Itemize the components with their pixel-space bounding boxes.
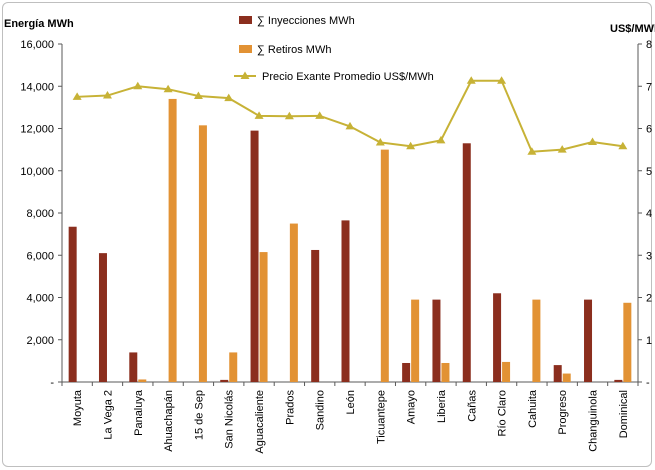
bar-retiros [168,98,177,383]
category-label: 15 de Sep [193,390,205,440]
bar-inyecciones [614,379,623,382]
price-line [77,79,623,153]
y2-tick-label: 6 [646,124,652,136]
category-label: Panaluya [133,389,145,436]
plot-area: - 2,000 4,000 6,000 8,000 10,000 12,000 14,000 1… [20,39,652,454]
price-point [102,91,112,99]
category-label: Amayo [406,390,418,424]
category-label: Dominical [618,390,630,438]
price-point [466,76,476,84]
bar-retiros [441,362,450,382]
price-point [588,137,598,146]
y-tick-label: 16,000 [20,39,54,51]
bar-inyecciones [311,249,320,382]
bar-retiros [623,302,632,382]
y2-tick-label: 2 [646,293,652,305]
price-point [406,141,416,150]
y2-tick-label: 7 [646,81,652,93]
price-point [618,141,628,150]
y-tick-label: - [50,377,54,389]
legend-swatch-inyecciones [239,16,252,24]
bar-inyecciones [68,226,77,382]
category-label: San Nicolás [224,390,236,449]
category-label: Ahuachapán [163,390,175,452]
y-tick-label: 2,000 [26,335,54,347]
price-point [133,81,143,90]
price-point [436,135,446,144]
y-tick-label: 14,000 [20,81,54,93]
legend-label-retiros: ∑ Retiros MWh [257,44,331,56]
bar-inyecciones [129,352,138,382]
category-label: Aguacaliente [254,390,266,454]
bar-inyecciones [553,365,562,382]
bar-inyecciones [584,299,593,382]
bar-retiros [198,125,207,383]
bar-retiros [562,373,571,382]
y2-tick-label: 1 [646,335,652,347]
bar-retiros [229,352,238,382]
category-label: La Vega 2 [102,390,114,440]
legend-label-inyecciones: ∑ Inyecciones MWh [257,15,355,27]
bar-retiros [380,149,389,382]
legend-marker-precio [240,71,250,79]
price-point [345,121,355,130]
category-label: Prados [284,390,296,425]
legend-swatch-retiros [239,45,252,53]
bar-inyecciones [341,220,350,382]
category-label: Progreso [557,390,569,435]
y2-tick-label: - [646,377,650,389]
y2-tick-label: 3 [646,250,652,262]
legend: ∑ Inyecciones MWh ∑ Retiros MWh Precio E… [234,15,434,83]
category-label: Changuinola [588,389,600,452]
bar-inyecciones [432,299,441,382]
bar-retiros [502,361,511,382]
category-label: Liberia [436,389,448,423]
y-tick-label: 10,000 [20,166,54,178]
price-point [72,92,82,100]
category-label: Cañas [466,390,478,422]
y-tick-label: 4,000 [26,293,54,305]
y-tick-label: 8,000 [26,208,54,220]
price-point [193,91,203,99]
y-axis-title: Energía MWh [4,18,74,30]
bar-inyecciones [462,143,471,382]
bar-retiros [259,252,268,382]
price-point [254,111,264,119]
price-point [315,111,325,119]
category-label: Río Claro [497,390,509,436]
price-point [284,111,294,120]
price-point [224,93,234,102]
bar-inyecciones [493,293,502,382]
category-label: Ticuantepe [375,390,387,444]
y-tick-label: 6,000 [26,250,54,262]
bar-inyecciones [402,362,411,382]
bar-retiros [138,379,147,382]
category-label: Sandino [315,390,327,430]
y2-tick-label: 8 [646,39,652,51]
price-point [163,84,173,93]
bar-retiros [532,299,541,382]
y2-axis-title: US$/MWh [610,23,655,35]
price-point [497,76,507,84]
y-tick-label: 12,000 [20,124,54,136]
price-point [527,147,537,155]
y2-tick-label: 5 [646,166,652,178]
bar-inyecciones [220,379,229,382]
bar-inyecciones [250,130,259,382]
y2-tick-label: 4 [646,208,652,220]
bar-retiros [289,223,298,382]
category-label: Moyuta [72,389,84,426]
legend-label-precio: Precio Exante Promedio US$/MWh [262,71,434,83]
bar-retiros [411,299,420,382]
price-point [557,145,567,153]
bar-inyecciones [98,253,107,382]
price-point [375,137,385,146]
category-label: León [345,390,357,414]
category-label: Cahuita [527,389,539,428]
